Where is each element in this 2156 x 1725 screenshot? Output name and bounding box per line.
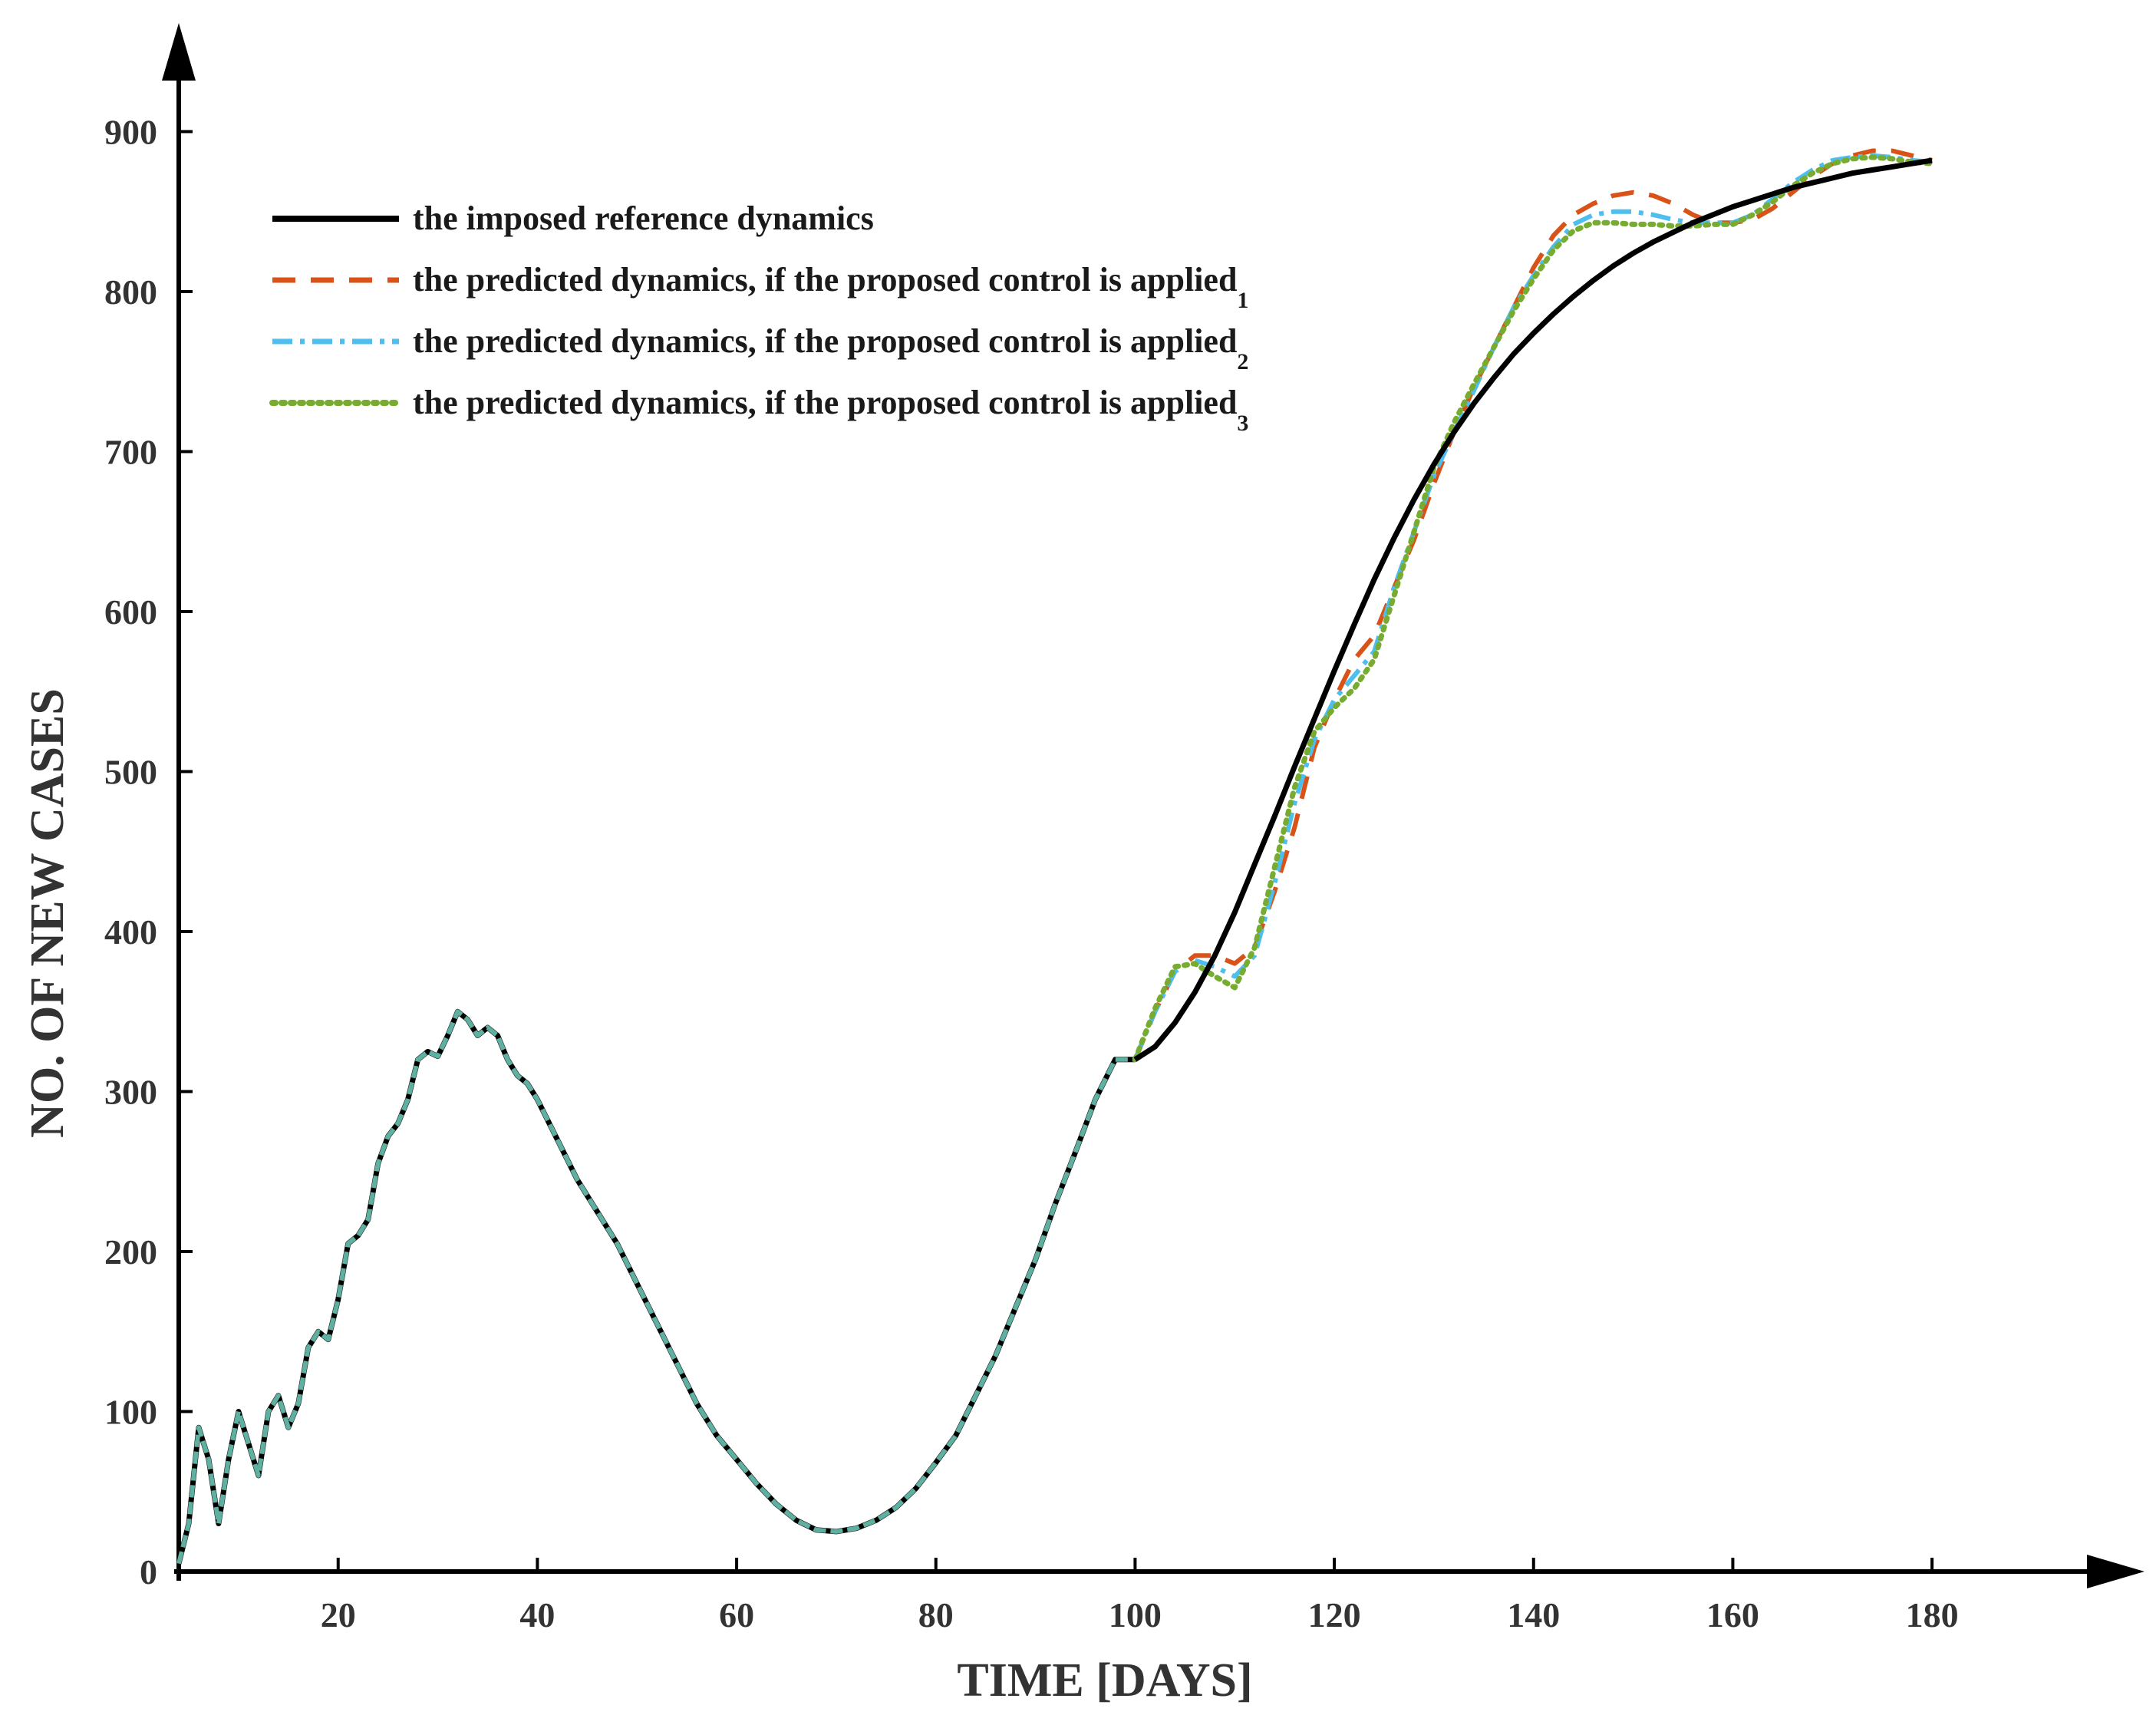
series-line-predicted-3 bbox=[1132, 154, 1935, 1063]
legend-label: the predicted dynamics, if the proposed … bbox=[413, 384, 1248, 436]
legend-label: the predicted dynamics, if the proposed … bbox=[413, 322, 1248, 374]
legend-label: the imposed reference dynamics bbox=[413, 200, 874, 237]
y-tick-label: 100 bbox=[104, 1393, 157, 1432]
y-axis-arrow bbox=[162, 23, 196, 81]
y-tick-label: 200 bbox=[104, 1232, 157, 1271]
y-tick-label: 700 bbox=[104, 433, 157, 472]
legend-label: the predicted dynamics, if the proposed … bbox=[413, 261, 1248, 313]
y-tick-label: 0 bbox=[140, 1552, 157, 1591]
x-tick-label: 180 bbox=[1906, 1595, 1959, 1634]
legend-subscript: 3 bbox=[1237, 411, 1248, 436]
series-line-predicted-2 bbox=[1132, 153, 1933, 1060]
x-axis-arrow bbox=[2087, 1555, 2144, 1588]
y-tick-label: 800 bbox=[104, 272, 157, 312]
y-tick-label: 400 bbox=[104, 912, 157, 952]
x-tick-label: 120 bbox=[1308, 1595, 1361, 1634]
y-tick-label: 600 bbox=[104, 592, 157, 632]
x-tick-label: 60 bbox=[719, 1595, 754, 1634]
series-line-reference bbox=[1133, 157, 1933, 1062]
x-tick-label: 80 bbox=[918, 1595, 954, 1634]
legend-subscript: 1 bbox=[1237, 288, 1248, 313]
y-axis-title: NO. OF NEW CASES bbox=[21, 688, 74, 1138]
x-tick-label: 100 bbox=[1109, 1595, 1162, 1634]
x-tick-label: 160 bbox=[1706, 1595, 1759, 1634]
x-tick-label: 20 bbox=[321, 1595, 356, 1634]
series-line-predicted-1 bbox=[1132, 148, 1933, 1060]
x-axis-title: TIME [DAYS] bbox=[957, 1654, 1252, 1707]
x-tick-label: 40 bbox=[519, 1595, 555, 1634]
legend-subscript: 2 bbox=[1237, 349, 1248, 374]
series-history-predicted bbox=[176, 1009, 1136, 1565]
series-history-reference bbox=[176, 1008, 1136, 1565]
y-tick-label: 500 bbox=[104, 753, 157, 792]
x-tick-label: 140 bbox=[1507, 1595, 1560, 1634]
y-tick-label: 300 bbox=[104, 1073, 157, 1112]
y-tick-label: 900 bbox=[104, 113, 157, 152]
